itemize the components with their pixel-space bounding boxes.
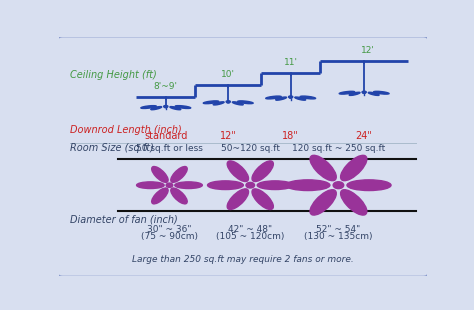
Ellipse shape: [252, 161, 273, 182]
Ellipse shape: [362, 91, 366, 93]
Text: Downrod Length (inch): Downrod Length (inch): [70, 125, 182, 135]
Ellipse shape: [295, 97, 306, 100]
Ellipse shape: [226, 101, 230, 103]
Text: 52" ~ 54": 52" ~ 54": [316, 224, 361, 233]
Text: Diameter of fan (inch): Diameter of fan (inch): [70, 215, 178, 225]
Ellipse shape: [203, 101, 219, 104]
Ellipse shape: [152, 188, 168, 204]
Text: 12": 12": [220, 131, 237, 141]
Ellipse shape: [333, 182, 344, 188]
Ellipse shape: [227, 189, 248, 210]
Ellipse shape: [266, 96, 281, 99]
Text: Ceiling Height (ft): Ceiling Height (ft): [70, 70, 157, 80]
Ellipse shape: [208, 181, 243, 189]
Ellipse shape: [300, 96, 316, 99]
Ellipse shape: [252, 189, 273, 210]
Text: 42" ~ 48": 42" ~ 48": [228, 224, 273, 233]
Ellipse shape: [341, 190, 367, 215]
Ellipse shape: [347, 180, 391, 191]
Ellipse shape: [232, 102, 243, 105]
Ellipse shape: [164, 105, 168, 107]
Ellipse shape: [339, 91, 355, 94]
Ellipse shape: [175, 106, 191, 108]
Text: 24": 24": [356, 131, 373, 141]
Text: 12': 12': [361, 46, 375, 55]
Ellipse shape: [171, 188, 187, 204]
Ellipse shape: [213, 102, 224, 105]
Text: (75 ~ 90cm): (75 ~ 90cm): [141, 232, 198, 241]
Ellipse shape: [237, 101, 253, 104]
Ellipse shape: [289, 97, 292, 98]
Text: (105 ~ 120cm): (105 ~ 120cm): [216, 232, 284, 241]
Ellipse shape: [175, 182, 202, 188]
Ellipse shape: [166, 183, 173, 187]
Ellipse shape: [368, 92, 379, 95]
Ellipse shape: [151, 107, 162, 110]
Text: 120 sq.ft ~ 250 sq.ft: 120 sq.ft ~ 250 sq.ft: [292, 144, 385, 153]
Text: Room Size (sq.ft): Room Size (sq.ft): [70, 143, 154, 153]
Text: 8'~9': 8'~9': [154, 82, 178, 91]
Ellipse shape: [363, 92, 365, 94]
Text: standard: standard: [144, 131, 188, 141]
Ellipse shape: [246, 182, 255, 188]
Text: 50 sq.ft or less: 50 sq.ft or less: [136, 144, 203, 153]
Ellipse shape: [341, 155, 367, 181]
Text: 11': 11': [283, 58, 298, 67]
Ellipse shape: [349, 92, 360, 95]
Text: 30" ~ 36": 30" ~ 36": [147, 224, 191, 233]
Ellipse shape: [276, 97, 287, 100]
Ellipse shape: [141, 106, 156, 108]
Ellipse shape: [257, 181, 293, 189]
Ellipse shape: [310, 190, 336, 215]
Ellipse shape: [289, 96, 293, 98]
Ellipse shape: [286, 180, 330, 191]
Text: Large than 250 sq.ft may require 2 fans or more.: Large than 250 sq.ft may require 2 fans …: [132, 255, 354, 264]
Text: 10': 10': [221, 70, 235, 79]
Text: (130 ~ 135cm): (130 ~ 135cm): [304, 232, 373, 241]
Ellipse shape: [170, 107, 181, 110]
FancyBboxPatch shape: [57, 36, 428, 277]
Ellipse shape: [164, 107, 167, 108]
Ellipse shape: [227, 161, 248, 182]
Ellipse shape: [171, 166, 187, 182]
Ellipse shape: [310, 155, 336, 181]
Ellipse shape: [152, 166, 168, 182]
Ellipse shape: [137, 182, 164, 188]
Ellipse shape: [227, 102, 229, 103]
Text: 50~120 sq.ft: 50~120 sq.ft: [221, 144, 280, 153]
Ellipse shape: [374, 91, 389, 94]
Text: 18": 18": [283, 131, 299, 141]
